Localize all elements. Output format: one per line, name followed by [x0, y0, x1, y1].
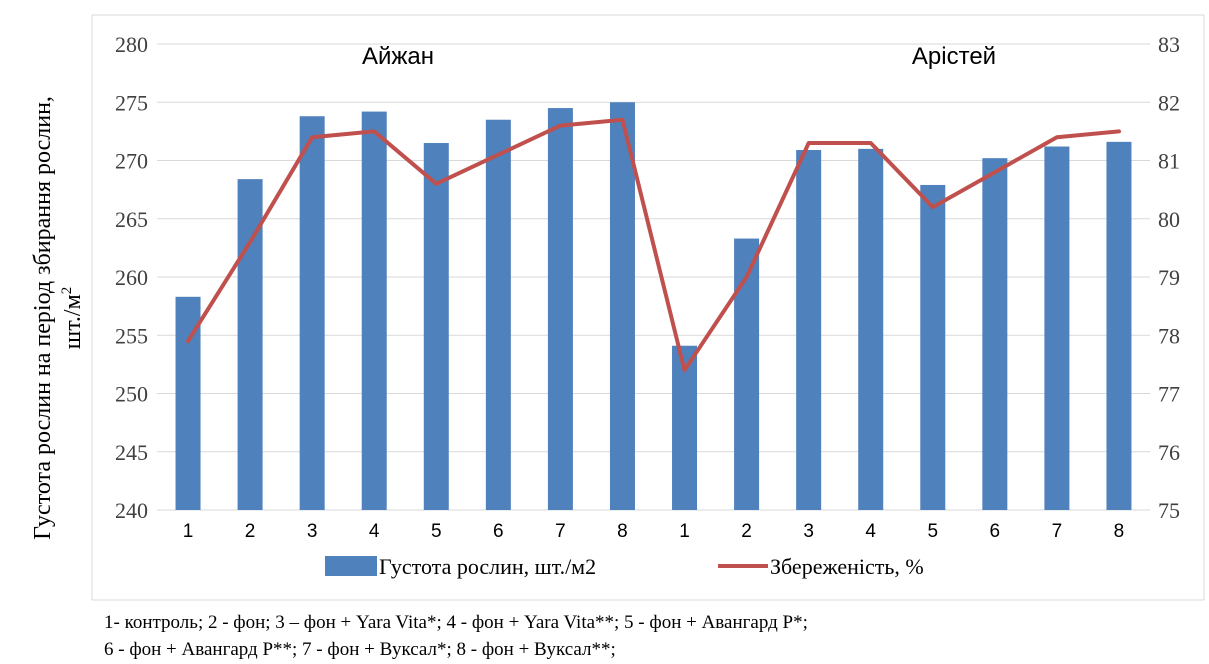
chart-frame	[91, 14, 1205, 601]
left-tick-label: 245	[115, 440, 148, 465]
right-tick-label: 83	[1158, 32, 1180, 57]
x-tick-label: 4	[865, 521, 876, 542]
bar	[609, 102, 635, 510]
line-path	[186, 117, 1121, 373]
bar	[423, 143, 449, 510]
x-axis-ticks: 1 2 3 4 5 6 7 8 1 2 3 4 5 6 7 8	[183, 521, 1125, 542]
x-tick-label: 3	[307, 521, 318, 542]
bar	[299, 116, 325, 510]
legend-label-line: Збереженість, %	[770, 554, 924, 579]
right-tick-label: 79	[1158, 265, 1180, 290]
bar	[672, 345, 698, 510]
right-tick-label: 78	[1158, 323, 1180, 348]
line-series	[186, 117, 1121, 373]
left-tick-label: 255	[115, 323, 148, 348]
bar	[175, 296, 201, 510]
bar-series	[175, 102, 1132, 511]
y-axis-title-unit: шт./м	[60, 294, 86, 349]
bar	[485, 119, 511, 510]
x-tick-label: 6	[493, 521, 504, 542]
bar	[547, 108, 573, 510]
y-axis-title: Густота рослин на період збирання рослин…	[30, 96, 86, 540]
right-tick-label: 82	[1158, 90, 1180, 115]
x-tick-label: 8	[617, 521, 628, 542]
x-tick-label: 2	[245, 521, 256, 542]
left-tick-label: 250	[115, 382, 148, 407]
x-tick-label: 7	[555, 521, 566, 542]
x-tick-label: 7	[1052, 521, 1063, 542]
x-tick-label: 1	[183, 521, 194, 542]
bar	[796, 150, 822, 510]
bar	[1044, 146, 1070, 510]
right-tick-label: 77	[1158, 382, 1180, 407]
bar	[858, 148, 884, 510]
x-tick-label: 8	[1114, 521, 1125, 542]
bar	[1106, 141, 1132, 511]
y-axis-title-line1: Густота рослин на період збирання рослин…	[30, 96, 56, 540]
left-tick-label: 240	[115, 498, 148, 523]
group-labels: Айжан Арістей	[362, 43, 996, 70]
footnote-line-1: 1- контроль; 2 - фон; 3 – фон + Yara Vit…	[104, 612, 808, 633]
bar	[361, 111, 387, 510]
x-tick-label: 2	[741, 521, 752, 542]
bar	[920, 184, 946, 510]
bar	[734, 238, 760, 510]
legend-swatch-bar	[325, 556, 377, 576]
bar	[982, 158, 1008, 511]
x-tick-label: 5	[431, 521, 442, 542]
left-tick-label: 265	[115, 207, 148, 232]
right-axis-ticks: 75 76 77 78 79 80 81 82 83	[1158, 32, 1180, 523]
x-tick-label: 6	[990, 521, 1001, 542]
x-tick-label: 1	[679, 521, 690, 542]
x-tick-label: 4	[369, 521, 380, 542]
bar	[237, 179, 263, 510]
x-tick-label: 5	[927, 521, 938, 542]
left-axis-ticks: 240 245 250 255 260 265 270 275 280	[115, 32, 148, 523]
x-tick-label: 3	[803, 521, 814, 542]
right-tick-label: 75	[1158, 498, 1180, 523]
legend-label-bar: Густота рослин, шт./м2	[379, 554, 596, 579]
left-tick-label: 275	[115, 90, 148, 115]
y-axis-title-sup: 2	[59, 287, 75, 295]
right-tick-label: 76	[1158, 440, 1180, 465]
group-label: Арістей	[912, 43, 996, 70]
footnote-line-2: 6 - фон + Авангард Р**; 7 - фон + Вуксал…	[104, 639, 616, 660]
right-tick-label: 81	[1158, 149, 1180, 174]
left-tick-label: 270	[115, 149, 148, 174]
y-axis-title-line2: шт./м2	[59, 287, 86, 350]
legend: Густота рослин, шт./м2 Збереженість, %	[325, 554, 924, 579]
left-tick-label: 260	[115, 265, 148, 290]
group-label: Айжан	[362, 43, 434, 70]
left-tick-label: 280	[115, 32, 148, 57]
right-tick-label: 80	[1158, 207, 1180, 232]
